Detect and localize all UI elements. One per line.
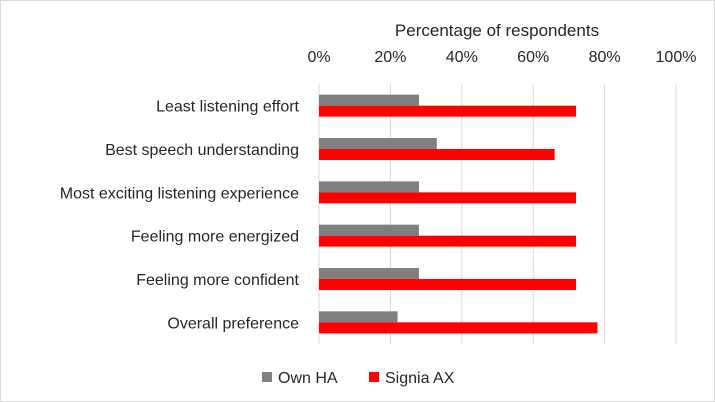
legend: Own HA Signia AX — [262, 370, 455, 387]
category-label: Most exciting listening experience — [60, 185, 299, 202]
bar-own-ha — [319, 268, 419, 279]
category-label: Feeling more confident — [136, 272, 299, 289]
gridlines — [318, 84, 677, 344]
x-tick-labels: 0% 20% 40% 60% 80% 100% — [307, 49, 696, 66]
category-labels: Least listening effort Best speech unders… — [60, 99, 300, 333]
bar-signia-ax — [319, 235, 577, 247]
x-tick-label: 40% — [446, 49, 478, 66]
legend-label: Own HA — [278, 370, 338, 387]
bars — [319, 94, 598, 334]
category-label: Feeling more energized — [131, 229, 299, 246]
legend-swatch — [262, 372, 272, 382]
legend-swatch — [369, 372, 379, 382]
bar-signia-ax — [319, 149, 555, 160]
category-label: Best speech understanding — [105, 142, 299, 159]
bar-signia-ax — [319, 105, 577, 117]
bar-own-ha — [319, 94, 419, 106]
x-tick-label: 100% — [656, 49, 697, 66]
x-tick-label: 0% — [307, 49, 330, 66]
bar-signia-ax — [319, 279, 577, 290]
bar-own-ha — [319, 181, 419, 193]
bar-signia-ax — [319, 322, 598, 334]
x-tick-label: 60% — [517, 49, 549, 66]
category-label: Overall preference — [167, 315, 299, 332]
bar-own-ha — [319, 224, 419, 236]
x-axis-title: Percentage of respondents — [395, 21, 599, 40]
legend-label: Signia AX — [385, 370, 455, 387]
x-tick-label: 80% — [589, 49, 621, 66]
x-tick-label: 20% — [374, 49, 406, 66]
bar-own-ha — [319, 138, 437, 149]
category-label: Least listening effort — [156, 99, 299, 116]
bar-signia-ax — [319, 192, 577, 204]
bar-own-ha — [319, 311, 398, 323]
